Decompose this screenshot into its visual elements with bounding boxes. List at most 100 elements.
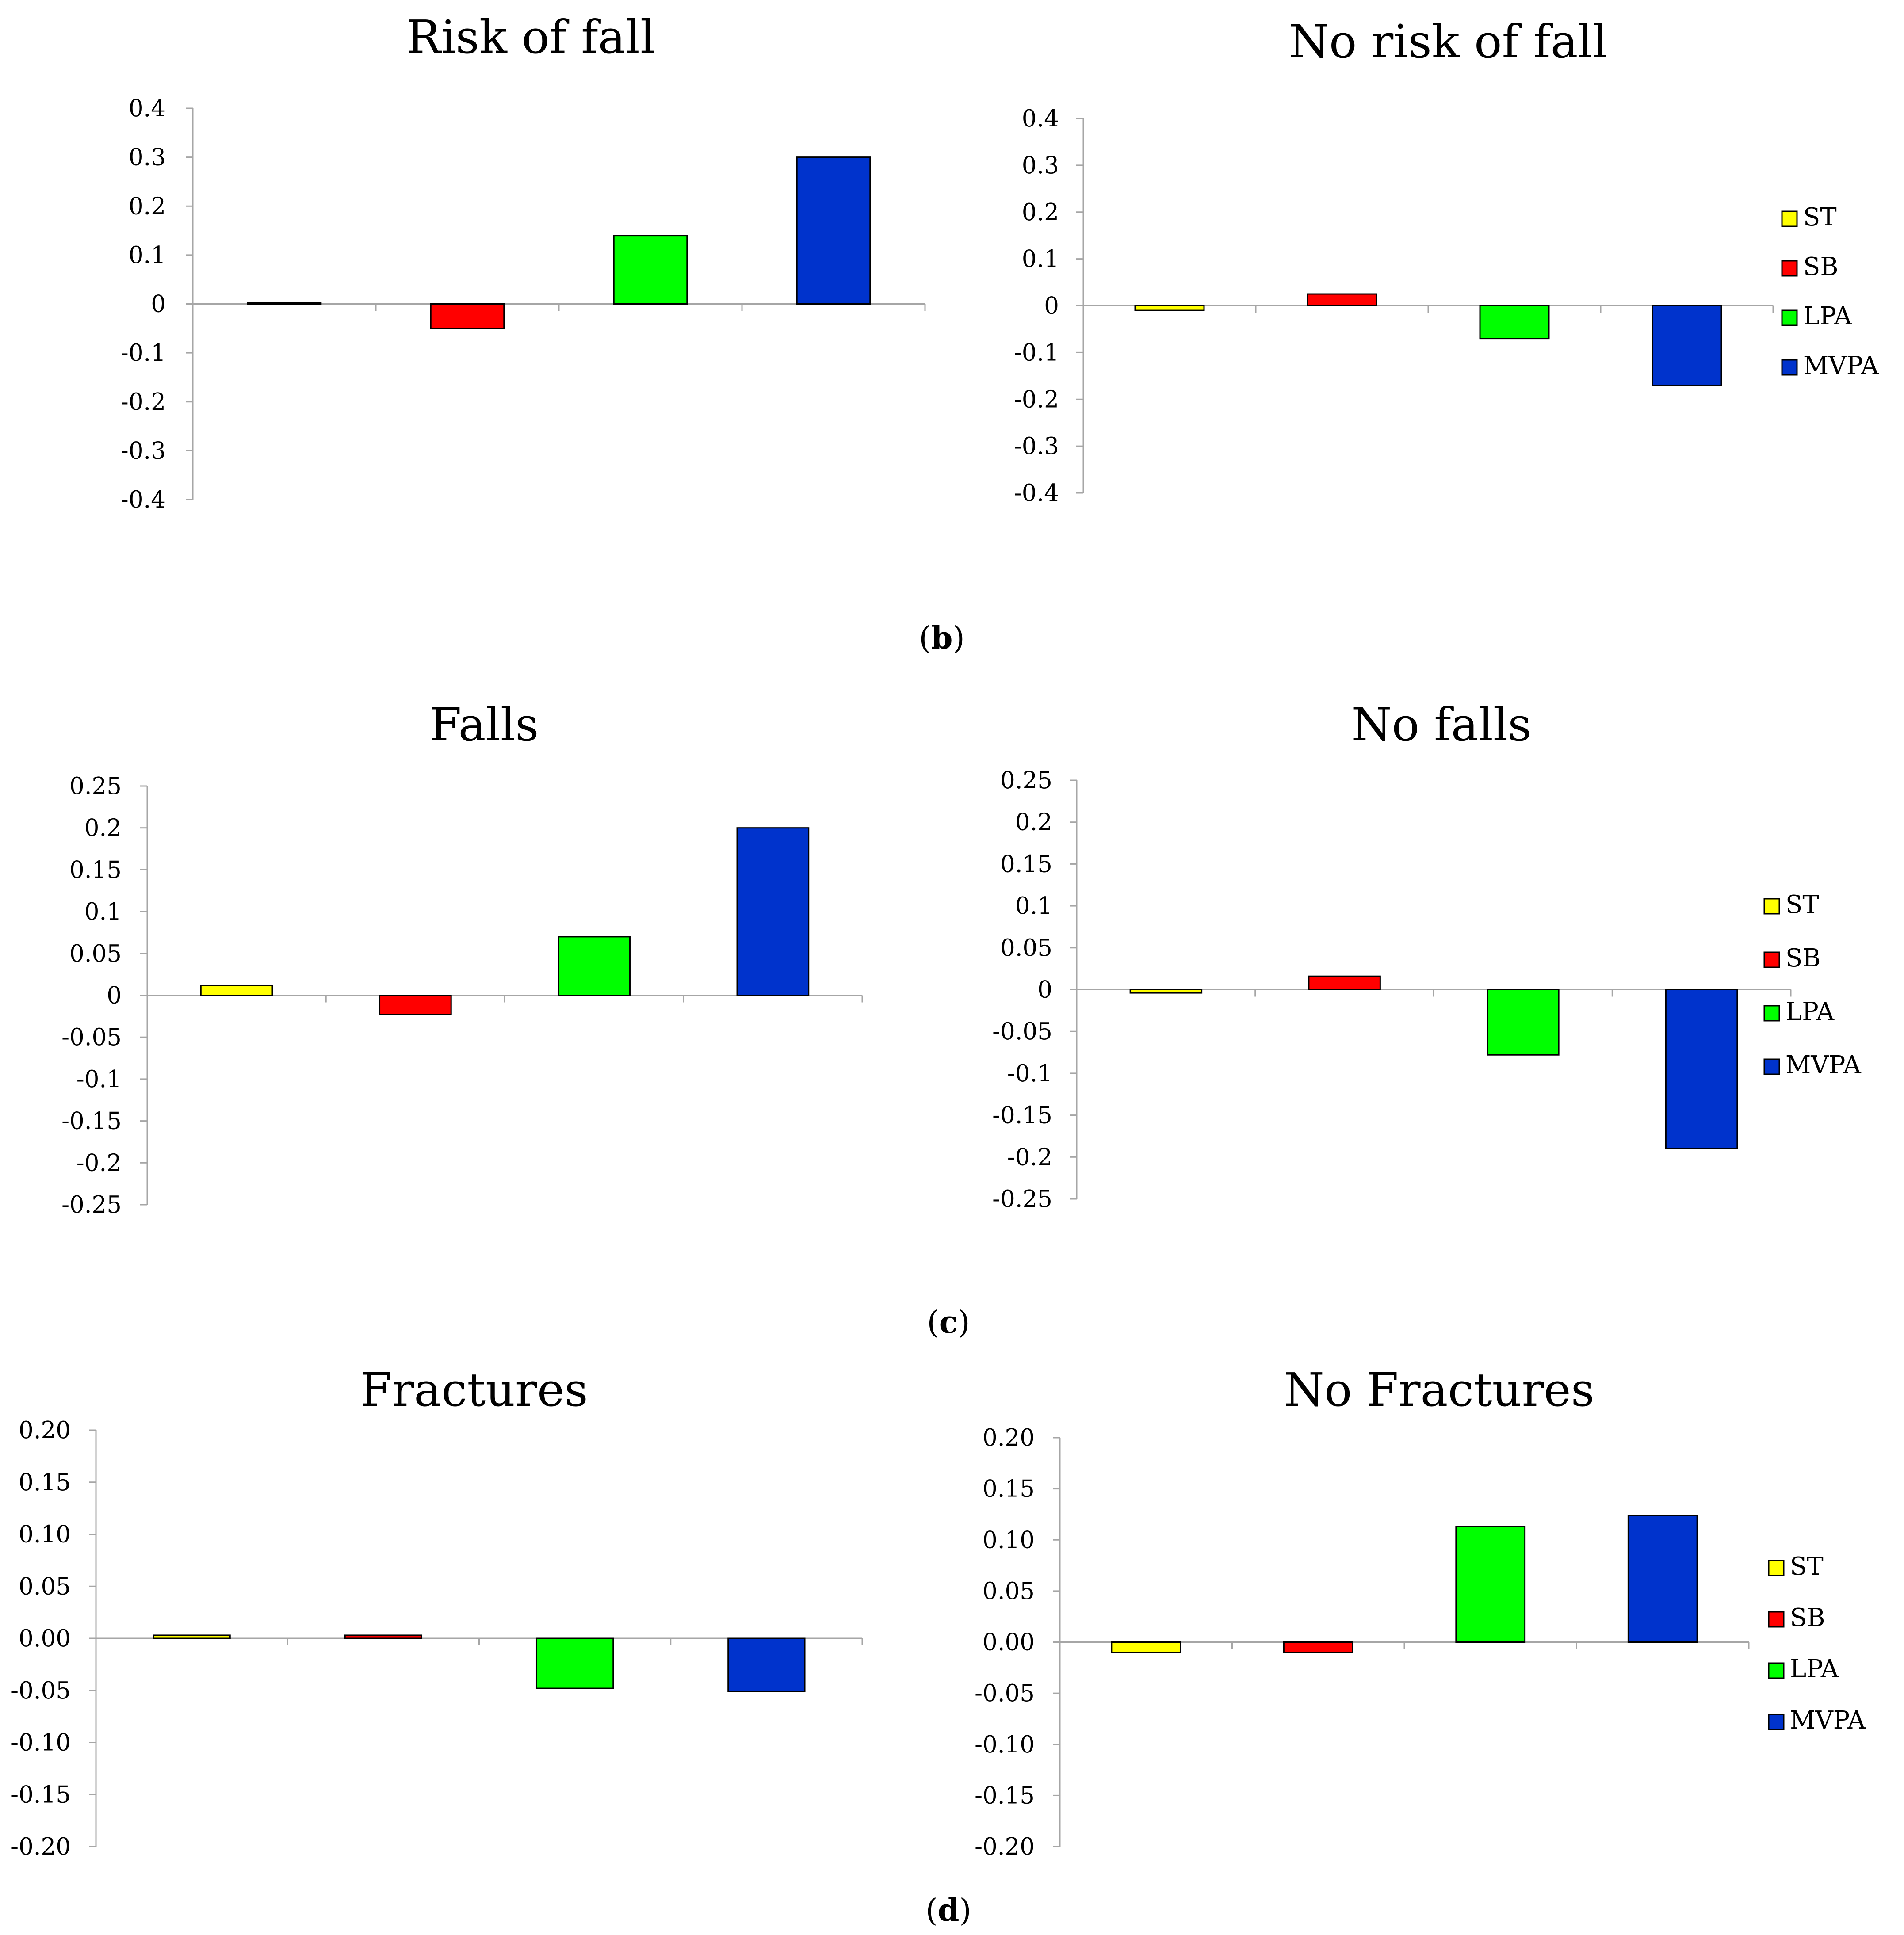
- bar-lpa: [1455, 1526, 1526, 1643]
- y-tick-label: -0.25: [992, 1186, 1052, 1213]
- y-tick-label: -0.1: [121, 340, 166, 366]
- y-tick-label: 0.1: [129, 242, 166, 269]
- legend-label-st: ST: [1785, 890, 1819, 919]
- y-tick-label: 0.1: [1015, 893, 1052, 920]
- legend-swatch-st: [1781, 210, 1798, 227]
- y-tick-label: -0.4: [1014, 480, 1059, 507]
- y-tick-label: 0.10: [983, 1527, 1035, 1553]
- bar-mvpa: [1665, 989, 1738, 1149]
- caption-close: ): [958, 1304, 970, 1340]
- bar-sb: [379, 995, 452, 1015]
- bar-st: [153, 1634, 231, 1639]
- chart-panel: Falls 0.25 0.2 0.15 0.1 0.05 0 -0.05 -0.1 -0.15 -0…: [61, 698, 863, 1218]
- y-tick-label: -0.25: [61, 1191, 122, 1218]
- caption-letter: c: [939, 1304, 958, 1340]
- panel-caption: (c): [927, 1304, 970, 1340]
- y-tick-label: 0: [1044, 293, 1059, 320]
- bar-sb: [344, 1634, 423, 1639]
- y-tick-label: 0.20: [983, 1424, 1035, 1451]
- legend-label-sb: SB: [1785, 944, 1821, 973]
- legend-swatch-mvpa: [1768, 1714, 1785, 1730]
- y-tick-label: 0.00: [19, 1625, 71, 1652]
- chart-panel: Fractures 0.20 0.15 0.10 0.05 0.00 -0.05 -0.10 -…: [11, 1363, 863, 1860]
- y-tick-label: 0.05: [983, 1578, 1035, 1605]
- y-tick-label: 0.15: [1000, 851, 1052, 878]
- legend-label-lpa: LPA: [1785, 997, 1835, 1026]
- legend-swatch-mvpa: [1781, 359, 1798, 376]
- y-tick-label: -0.2: [121, 389, 166, 416]
- caption-open: (: [925, 1892, 937, 1928]
- bar-mvpa: [1652, 305, 1722, 386]
- legend-label-st: ST: [1790, 1552, 1824, 1581]
- bar-lpa: [613, 235, 688, 305]
- bar-lpa: [1479, 305, 1550, 340]
- y-tick-label: 0.25: [1000, 767, 1052, 794]
- bar-lpa: [1487, 989, 1560, 1056]
- y-tick-label: 0.4: [129, 95, 166, 122]
- y-tick-label: 0.00: [983, 1629, 1035, 1656]
- y-tick-label: -0.3: [121, 437, 166, 464]
- bar-st: [247, 302, 322, 305]
- y-tick-label: 0.2: [1022, 199, 1059, 226]
- legend-label-mvpa: MVPA: [1790, 1706, 1866, 1735]
- chart-title: Risk of fall: [406, 10, 655, 64]
- chart-panel: No Fractures 0.20 0.15 0.10 0.05 0.00 -0.05 -0.…: [975, 1363, 1866, 1860]
- y-tick-label: 0.25: [69, 773, 122, 800]
- y-tick-label: -0.20: [975, 1833, 1035, 1860]
- y-tick-label: 0.15: [983, 1476, 1035, 1503]
- caption-open: (: [919, 620, 931, 656]
- chart-panel: Risk of fall 0.4 0.3 0.2 0.1 0 -0.1 -0.2 -0.3 -0.…: [121, 10, 926, 513]
- legend-swatch-sb: [1768, 1611, 1785, 1628]
- y-tick-label: 0.05: [19, 1573, 71, 1600]
- chart-panel: No falls 0.25 0.2 0.15 0.1 0.05 0 -0.05 -0.1 -0.1…: [992, 698, 1861, 1213]
- chart-title: No risk of fall: [1289, 15, 1607, 69]
- legend-label-mvpa: MVPA: [1785, 1051, 1861, 1080]
- bar-sb: [430, 303, 505, 329]
- legend-swatch-sb: [1781, 260, 1798, 277]
- y-tick-label: 0.15: [19, 1469, 71, 1496]
- legend-label-mvpa: MVPA: [1803, 351, 1879, 380]
- y-tick-label: 0.2: [129, 193, 166, 220]
- bar-mvpa: [796, 156, 871, 305]
- chart-title: No falls: [1351, 698, 1531, 752]
- bar-st: [1129, 989, 1203, 994]
- legend-swatch-mvpa: [1763, 1058, 1780, 1075]
- y-tick-label: -0.2: [76, 1149, 122, 1176]
- legend-swatch-lpa: [1768, 1662, 1785, 1679]
- y-tick-label: -0.05: [992, 1018, 1052, 1045]
- y-tick-label: 0.20: [19, 1417, 71, 1444]
- legend-label-st: ST: [1803, 203, 1837, 232]
- y-tick-label: 0.05: [69, 940, 122, 967]
- legend-label-lpa: LPA: [1790, 1655, 1839, 1683]
- y-tick-label: -0.1: [76, 1066, 122, 1093]
- y-tick-label: 0.05: [1000, 935, 1052, 962]
- y-tick-label: 0: [151, 291, 166, 318]
- y-tick-label: -0.1: [1007, 1060, 1052, 1087]
- bar-st: [200, 985, 273, 996]
- y-tick-label: 0.2: [84, 815, 122, 842]
- chart-title: Fractures: [360, 1363, 588, 1417]
- bar-sb: [1283, 1641, 1353, 1653]
- legend-label-sb: SB: [1803, 252, 1839, 281]
- panel-caption: (d): [925, 1892, 971, 1928]
- y-tick-label: 0.2: [1015, 809, 1052, 836]
- caption-letter: d: [938, 1892, 960, 1928]
- legend-swatch-st: [1768, 1560, 1785, 1576]
- y-tick-label: 0.10: [19, 1521, 71, 1548]
- bar-mvpa: [736, 827, 810, 996]
- legend-swatch-lpa: [1763, 1005, 1780, 1022]
- chart-panel: No risk of fall 0.4 0.3 0.2 0.1 0 -0.1 -0.2 -0.3…: [1014, 15, 1879, 507]
- caption-close: ): [952, 620, 964, 656]
- y-tick-label: -0.15: [61, 1108, 122, 1135]
- y-tick-label: -0.3: [1014, 433, 1059, 460]
- y-tick-label: 0.1: [84, 898, 122, 925]
- y-tick-label: -0.15: [975, 1782, 1035, 1809]
- y-tick-label: 0: [107, 982, 122, 1009]
- legend-swatch-sb: [1763, 951, 1780, 968]
- bar-mvpa: [1627, 1515, 1698, 1643]
- y-tick-label: -0.05: [975, 1680, 1035, 1707]
- panel-caption: (b): [919, 619, 965, 656]
- caption-letter: b: [931, 619, 953, 656]
- y-tick-label: -0.15: [992, 1102, 1052, 1129]
- bar-lpa: [535, 1637, 614, 1689]
